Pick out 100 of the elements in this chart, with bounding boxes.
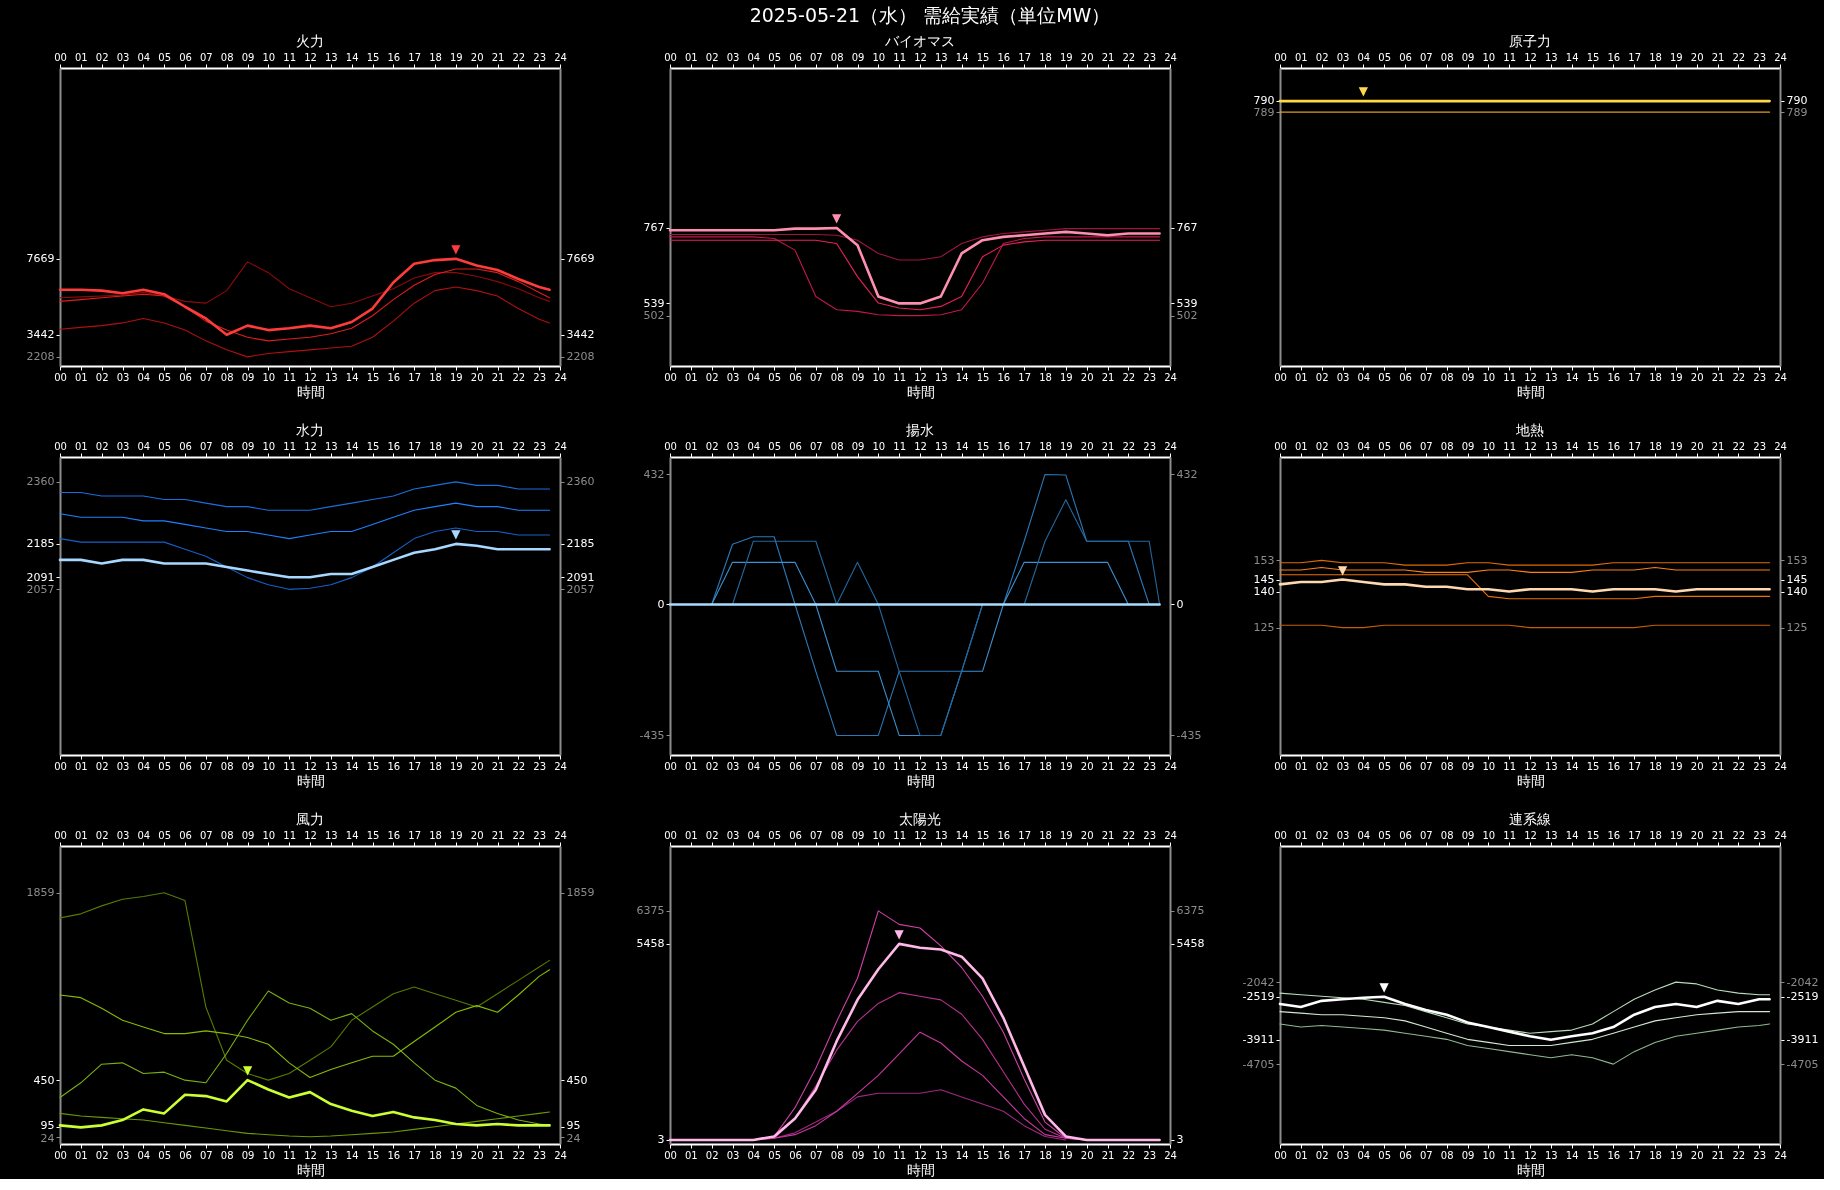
x-tick-label: 02 <box>95 1149 109 1161</box>
x-tick-label: 18 <box>429 1149 442 1161</box>
x-tick-label: 10 <box>872 371 886 383</box>
x2-tick-label: 20 <box>470 51 484 63</box>
x-tick-label: 04 <box>747 760 761 772</box>
x2-tick-label: 02 <box>1315 51 1329 63</box>
x2-tick-label: 24 <box>1774 829 1787 841</box>
y2-tick-label: 140 <box>1786 585 1808 599</box>
x2-tick-label: 05 <box>158 829 172 841</box>
x-tick-label: 05 <box>768 371 782 383</box>
x2-tick-label: 11 <box>283 440 297 452</box>
x2-tick-label: 00 <box>664 440 677 452</box>
x-tick-label: 13 <box>934 1149 948 1161</box>
x-tick-label: 12 <box>304 371 317 383</box>
x2-tick-label: 16 <box>387 829 401 841</box>
x2-tick-label: 10 <box>1482 829 1496 841</box>
x-tick-label: 06 <box>179 1149 192 1161</box>
x2-tick-label: 02 <box>705 51 719 63</box>
y-tick-label: 432 <box>643 467 665 481</box>
x-tick-label: 20 <box>1080 371 1094 383</box>
x2-tick-label: 00 <box>54 51 67 63</box>
x-tick-label: 16 <box>997 371 1011 383</box>
x2-tick-label: 01 <box>684 829 698 841</box>
y2-tick-label: 24 <box>566 1131 581 1145</box>
x2-tick-label: 21 <box>1711 440 1725 452</box>
x-tick-label: 19 <box>1669 1149 1683 1161</box>
x2-tick-label: 22 <box>1732 440 1746 452</box>
x2-tick-label: 04 <box>1357 440 1371 452</box>
x2-tick-label: 12 <box>1524 440 1537 452</box>
x2-tick-label: 03 <box>1336 829 1350 841</box>
x-tick-label: 01 <box>74 1149 88 1161</box>
x-tick-label: 14 <box>345 371 359 383</box>
annotation: ▼ <box>1379 979 1390 994</box>
x2-tick-label: 11 <box>893 51 907 63</box>
x-tick-label: 00 <box>1274 760 1287 772</box>
y-tick-label: 24 <box>40 1131 55 1145</box>
y2-tick-label: 2091 <box>566 570 595 584</box>
x-tick-label: 01 <box>74 760 88 772</box>
x-tick-label: 17 <box>1628 760 1642 772</box>
chart-title: 風力 <box>296 811 324 827</box>
y2-tick-label: 6375 <box>1176 904 1205 918</box>
x2-tick-label: 17 <box>1628 829 1642 841</box>
x2-tick-label: 16 <box>997 51 1011 63</box>
x-tick-label: 03 <box>726 371 740 383</box>
x-tick-label: 14 <box>345 760 359 772</box>
x-tick-label: 13 <box>1544 371 1558 383</box>
y2-tick-label: 7669 <box>566 252 595 266</box>
chart-title: 揚水 <box>906 422 934 438</box>
x2-tick-label: 01 <box>1294 829 1308 841</box>
x-axis-title: 時間 <box>296 383 325 400</box>
y-tick-label: 539 <box>643 296 665 310</box>
x-tick-label: 04 <box>747 1149 761 1161</box>
x2-tick-label: 00 <box>54 829 67 841</box>
x2-tick-label: 24 <box>1774 440 1787 452</box>
x-tick-label: 15 <box>976 1149 990 1161</box>
x2-tick-label: 08 <box>220 51 234 63</box>
x-tick-label: 16 <box>387 1149 401 1161</box>
x-tick-label: 19 <box>1669 371 1683 383</box>
x-tick-label: 15 <box>366 760 380 772</box>
x2-tick-label: 17 <box>1018 440 1032 452</box>
x-tick-label: 20 <box>1690 371 1704 383</box>
y-tick-label: 140 <box>1253 585 1275 599</box>
x2-tick-label: 21 <box>1101 51 1115 63</box>
x-tick-label: 03 <box>116 760 130 772</box>
x2-tick-label: 15 <box>976 51 990 63</box>
x-tick-label: 24 <box>1164 371 1177 383</box>
x-tick-label: 15 <box>1586 760 1600 772</box>
x-tick-label: 20 <box>470 1149 484 1161</box>
x-tick-label: 15 <box>976 371 990 383</box>
x2-tick-label: 15 <box>1586 829 1600 841</box>
x-tick-label: 22 <box>512 371 526 383</box>
x-tick-label: 10 <box>262 760 276 772</box>
x2-tick-label: 22 <box>512 51 526 63</box>
x-tick-label: 17 <box>1628 371 1642 383</box>
y-tick-label: 3442 <box>26 328 55 342</box>
x2-tick-label: 14 <box>345 440 359 452</box>
x-tick-label: 14 <box>1565 371 1579 383</box>
x2-tick-label: 10 <box>1482 51 1496 63</box>
x2-tick-label: 03 <box>726 51 740 63</box>
y-tick-label: 450 <box>33 1073 55 1087</box>
x2-tick-label: 01 <box>74 440 88 452</box>
x2-tick-label: 13 <box>324 440 338 452</box>
x-tick-label: 06 <box>789 760 802 772</box>
y-tick-label: 0 <box>657 597 665 611</box>
text: 2025-05-21（水） 需給実績（単位MW） <box>749 4 1111 26</box>
x-tick-label: 05 <box>1378 371 1392 383</box>
y2-tick-label: 450 <box>566 1073 588 1087</box>
x-tick-label: 08 <box>830 371 844 383</box>
x2-tick-label: 14 <box>345 829 359 841</box>
x-tick-label: 16 <box>997 760 1011 772</box>
x-axis-title: 時間 <box>1516 772 1545 789</box>
x2-tick-label: 01 <box>1294 51 1308 63</box>
x2-tick-label: 15 <box>366 440 380 452</box>
y-tick-label: 790 <box>1253 93 1275 107</box>
x2-tick-label: 07 <box>1419 440 1433 452</box>
x-tick-label: 17 <box>1018 1149 1032 1161</box>
x-tick-label: 06 <box>179 760 192 772</box>
x2-tick-label: 05 <box>768 829 782 841</box>
x-tick-label: 02 <box>95 760 109 772</box>
x2-tick-label: 18 <box>429 440 442 452</box>
